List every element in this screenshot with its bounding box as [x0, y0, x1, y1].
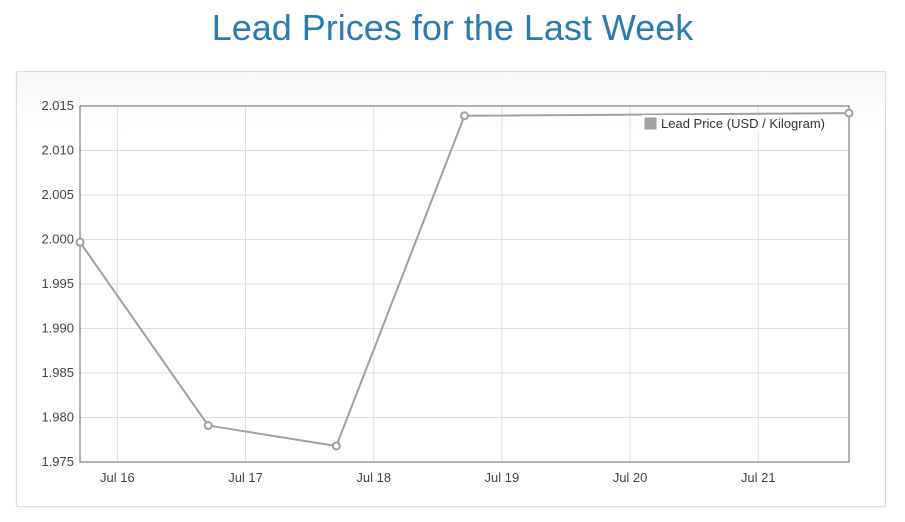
x-tick-label: Jul 16 [100, 470, 135, 485]
y-tick-label: 2.015 [41, 98, 74, 113]
y-tick-label: 1.985 [41, 365, 74, 380]
chart-panel: 2.015 2.010 2.005 2.000 1.995 1.990 1.985 1.980… [16, 71, 886, 507]
x-tick-label: Jul 17 [228, 470, 263, 485]
y-tick-label: 2.010 [41, 143, 74, 158]
axes [79, 105, 850, 463]
plot-frame [79, 105, 850, 463]
legend-swatch [643, 116, 658, 131]
y-tick-label: 1.995 [41, 276, 74, 291]
legend: Lead Price (USD / Kilogram) [642, 115, 844, 133]
grid-lines [80, 105, 849, 463]
x-tick-label: Jul 21 [741, 470, 776, 485]
page-title: Lead Prices for the Last Week [211, 7, 694, 48]
y-tick-label: 1.990 [41, 321, 74, 336]
x-tick-label: Jul 20 [613, 470, 648, 485]
data-point[interactable] [203, 421, 213, 431]
data-point[interactable] [75, 237, 85, 247]
data-point[interactable] [844, 108, 854, 118]
data-point[interactable] [331, 441, 341, 451]
tick-labels: 2.015 2.010 2.005 2.000 1.995 1.990 1.985 1.980… [41, 98, 775, 485]
x-tick-label: Jul 18 [356, 470, 391, 485]
y-tick-label: 2.000 [41, 232, 74, 247]
series-line [79, 112, 850, 448]
y-tick-label: 1.975 [41, 454, 74, 469]
series-layer [75, 108, 854, 451]
legend-label: Lead Price (USD / Kilogram) [661, 116, 825, 131]
x-tick-label: Jul 19 [485, 470, 520, 485]
line-chart: 2.015 2.010 2.005 2.000 1.995 1.990 1.985 1.980… [41, 98, 854, 485]
legend-box [642, 115, 844, 133]
data-point[interactable] [460, 111, 469, 121]
y-tick-label: 2.005 [41, 187, 74, 202]
y-tick-label: 1.980 [41, 410, 74, 425]
